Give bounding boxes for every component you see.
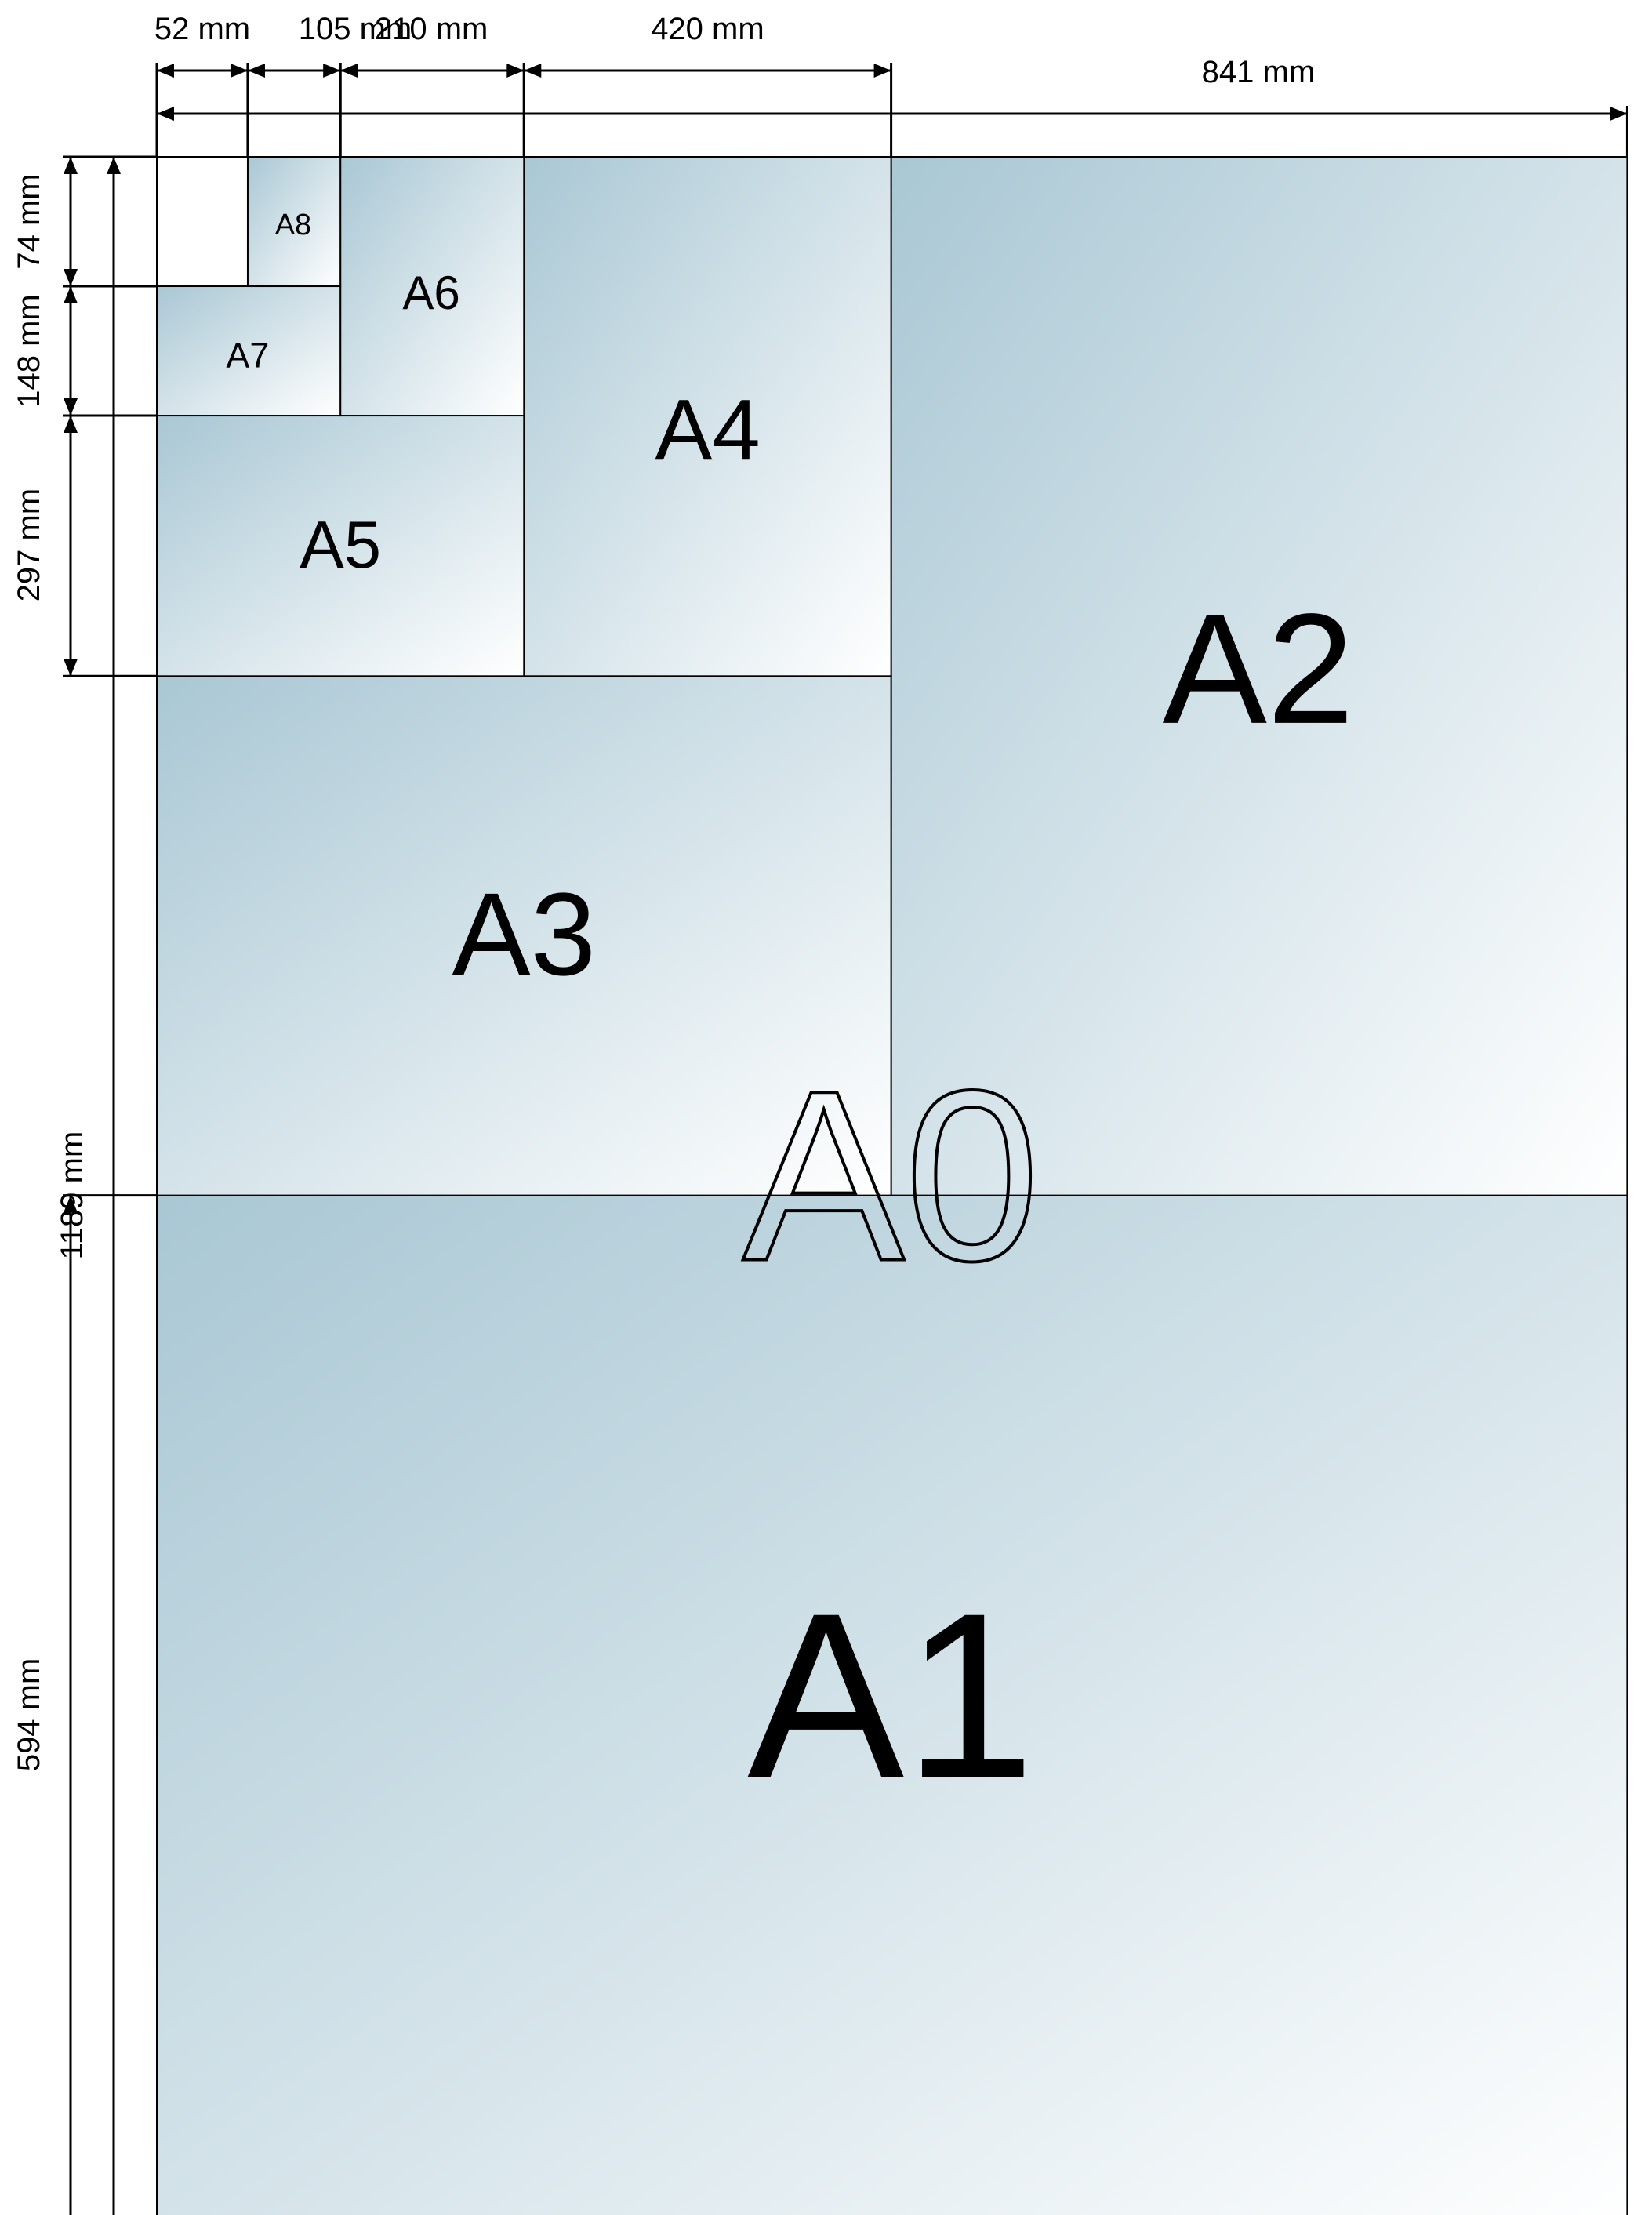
label-a0: A0 — [742, 1040, 1040, 1312]
label-a8: A8 — [275, 209, 311, 241]
paper-size-diagram: A1A2A3A4A5A6A7A8A052 mm105 mm210 mm420 m… — [0, 0, 1652, 2215]
dim-v-label-297mm: 297 mm — [12, 488, 46, 602]
label-a4: A4 — [655, 382, 761, 478]
label-a1: A1 — [747, 1563, 1035, 1827]
dim-h-label-210mm: 210 mm — [375, 12, 488, 46]
label-a6: A6 — [402, 267, 459, 319]
dim-v-label-148mm: 148 mm — [12, 294, 46, 408]
label-a3: A3 — [452, 868, 596, 1000]
dim-v-label-594mm: 594 mm — [12, 1658, 46, 1772]
dim-h-label-52mm: 52 mm — [154, 12, 250, 46]
label-a5: A5 — [300, 508, 381, 583]
dim-v-label-1189mm: 1189 mm — [55, 1131, 89, 1260]
dim-v-label-74mm: 74 mm — [12, 173, 46, 269]
label-a7: A7 — [226, 335, 269, 375]
label-a2: A2 — [1163, 582, 1355, 757]
dim-h-label-420mm: 420 mm — [651, 12, 764, 46]
dim-h-label-841mm: 841 mm — [1202, 55, 1316, 89]
